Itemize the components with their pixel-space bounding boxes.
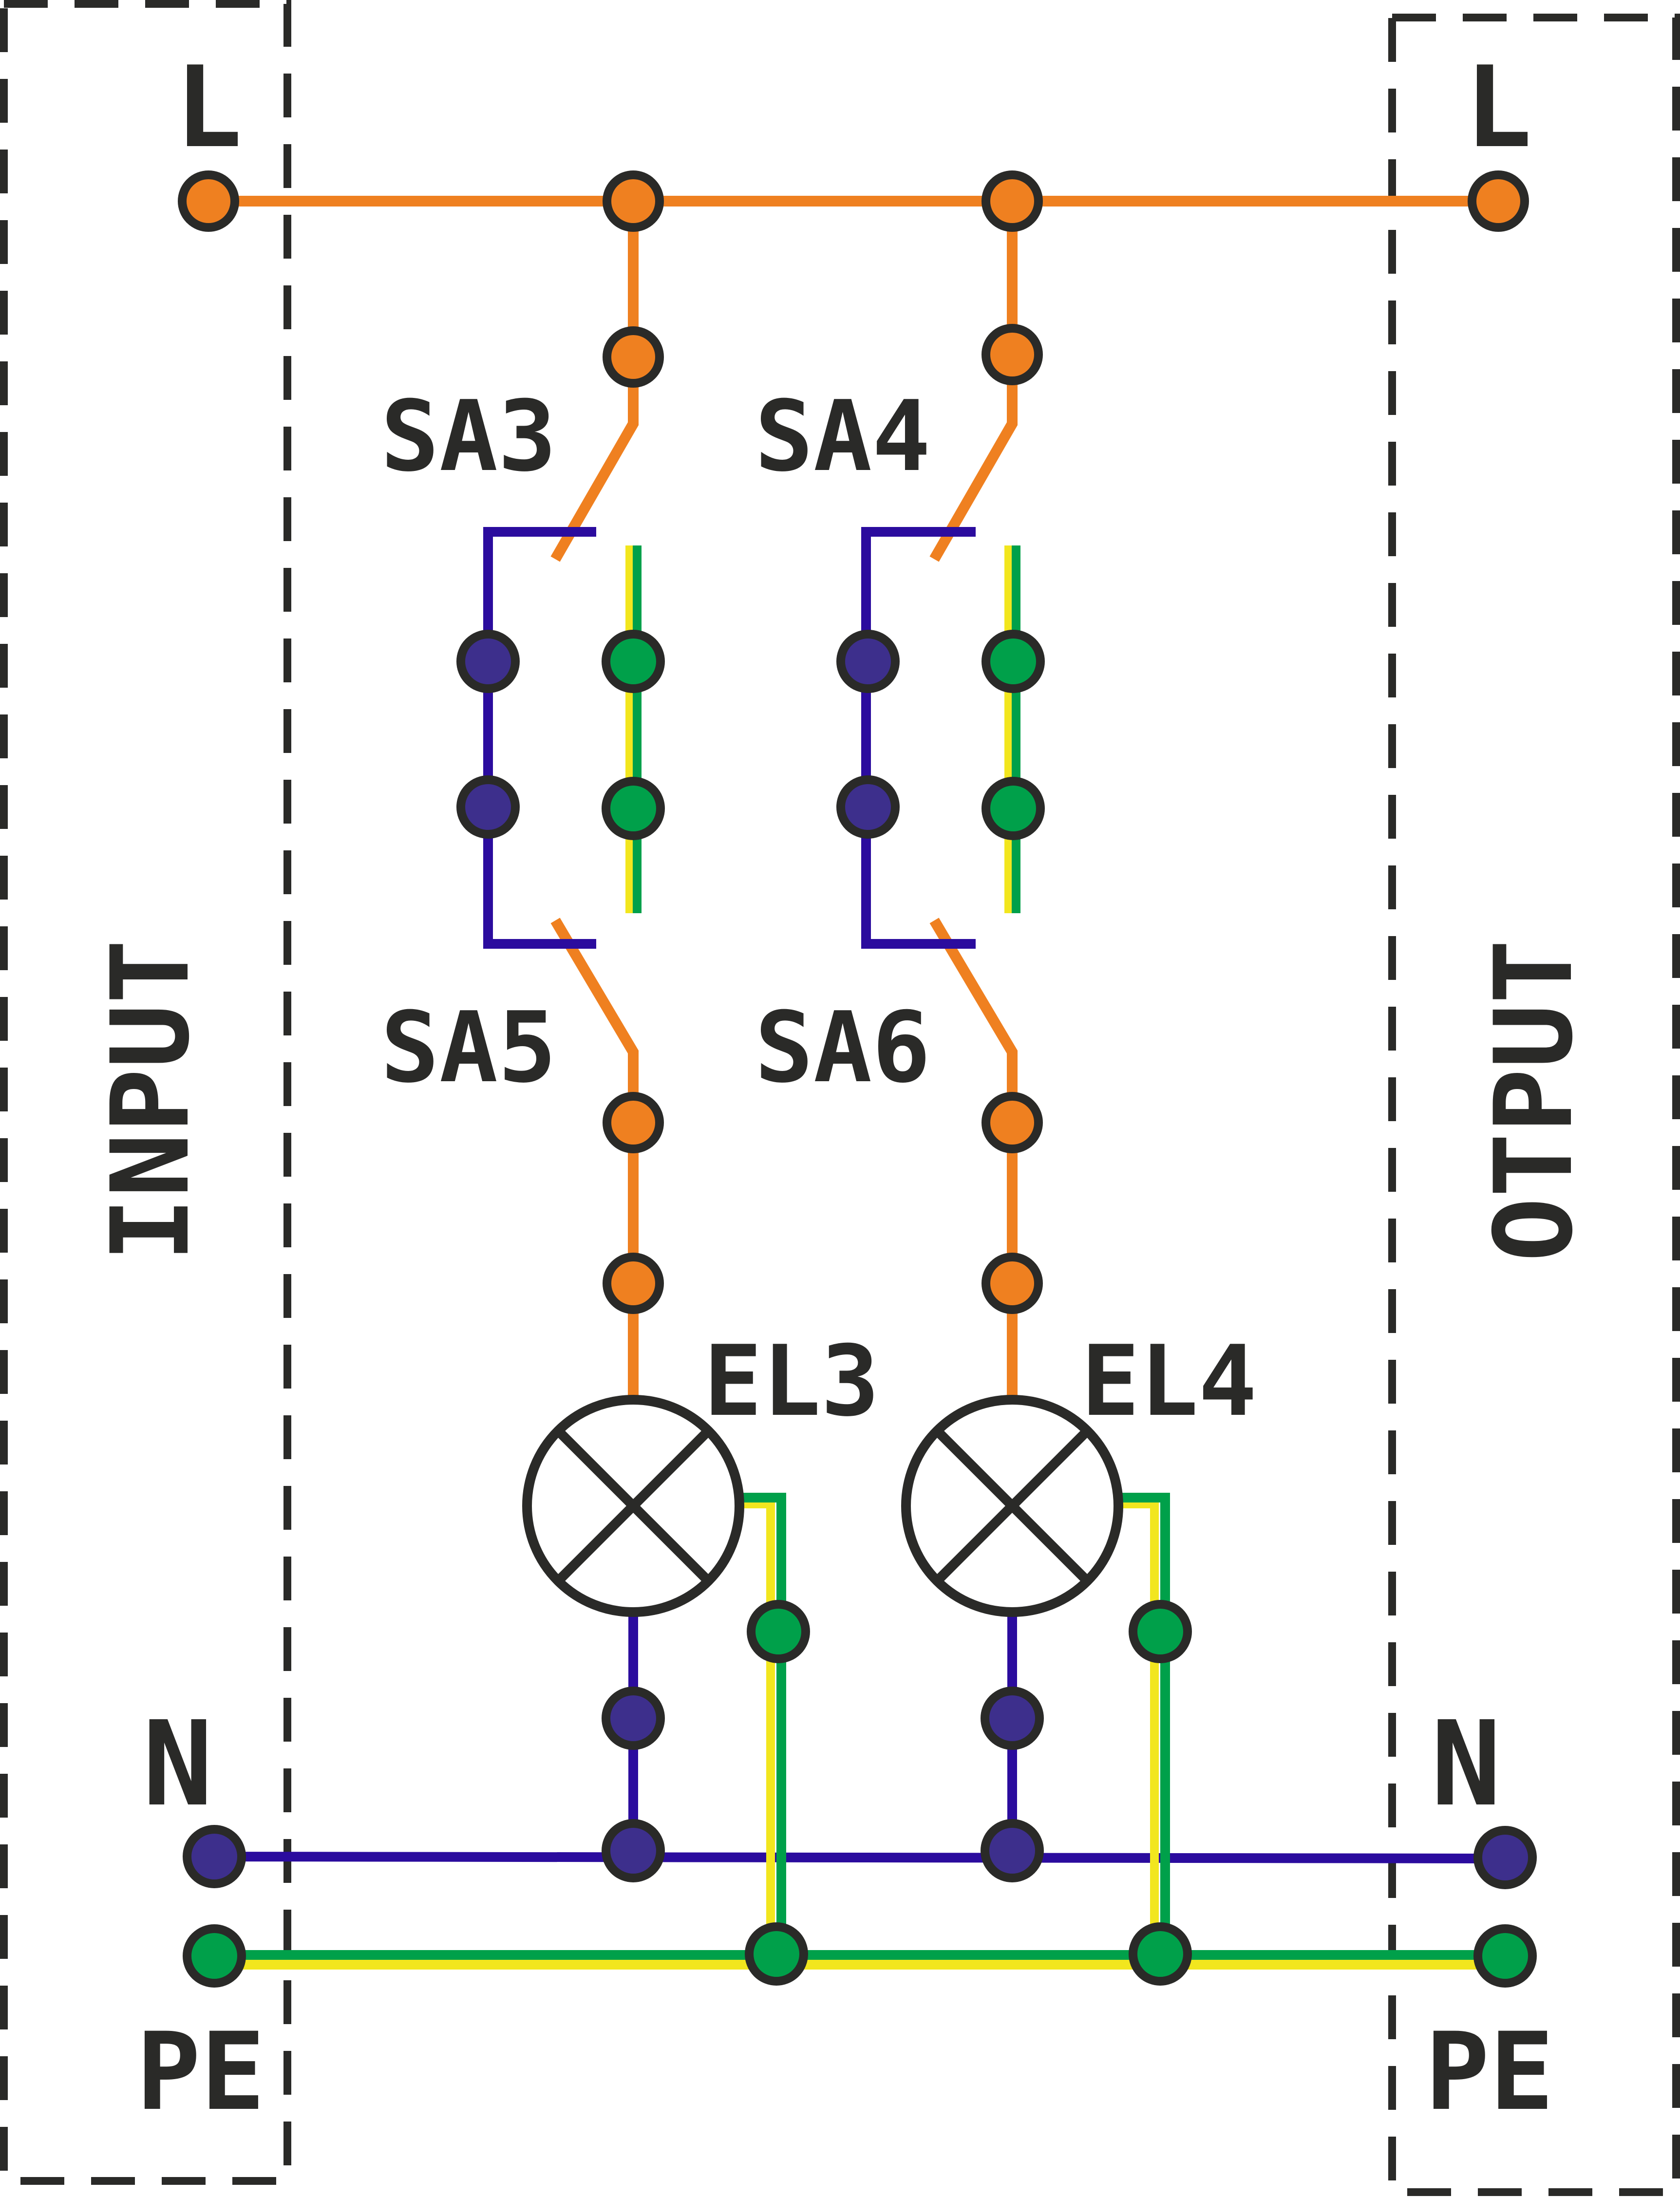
terminal-pe-output — [1473, 1924, 1537, 1988]
lamp-el4 — [901, 1395, 1123, 1617]
terminal-node — [982, 170, 1043, 232]
lamp-el3 — [522, 1395, 744, 1617]
label-output: OTPUT — [1472, 939, 1596, 1262]
terminal-node — [836, 775, 900, 839]
terminal-n-output — [1473, 1826, 1537, 1889]
terminal-node — [745, 1922, 808, 1986]
terminal-node — [603, 1092, 664, 1153]
label-n-output: N — [1431, 1696, 1502, 1832]
terminal-node — [603, 326, 664, 388]
terminal-node — [981, 1819, 1044, 1882]
label-sa3: SA3 — [380, 380, 556, 493]
label-l-input: L — [175, 43, 242, 173]
label-el4: EL4 — [1081, 1325, 1257, 1438]
pe-terminals — [183, 630, 1537, 1988]
neutral-terminals — [183, 630, 1537, 1889]
label-pe-output: PE — [1425, 2009, 1554, 2134]
terminal-node — [1129, 1600, 1192, 1663]
label-sa5: SA5 — [380, 991, 556, 1105]
terminal-node — [982, 777, 1045, 840]
terminal-node — [836, 630, 900, 693]
label-input: INPUT — [88, 939, 213, 1262]
terminal-pe-input — [183, 1924, 246, 1988]
terminal-node — [602, 777, 665, 840]
terminal-node — [603, 1253, 664, 1314]
terminal-node — [1129, 1922, 1192, 1986]
label-el3: EL3 — [703, 1325, 879, 1438]
label-pe-input: PE — [136, 2009, 265, 2134]
terminal-node — [982, 1092, 1043, 1153]
terminal-node — [747, 1600, 810, 1663]
terminal-node — [602, 1687, 665, 1750]
terminal-node — [981, 1687, 1044, 1750]
terminal-node — [603, 170, 664, 232]
terminal-node — [982, 630, 1045, 693]
terminal-l-output — [1468, 170, 1529, 232]
terminal-n-input — [183, 1825, 246, 1888]
label-sa4: SA4 — [755, 380, 930, 493]
line-wiring — [208, 196, 1498, 1403]
neutral-wiring — [214, 527, 1506, 1863]
terminal-node — [602, 630, 665, 693]
terminal-node — [456, 630, 520, 693]
pe-wiring — [214, 545, 1505, 1970]
input-box — [0, 0, 291, 2185]
label-l-output: L — [1465, 43, 1532, 173]
terminal-node — [456, 775, 520, 839]
terminal-node — [602, 1819, 665, 1882]
label-n-input: N — [143, 1696, 213, 1832]
label-sa6: SA6 — [755, 991, 930, 1105]
terminal-node — [982, 1253, 1043, 1314]
line-terminals — [178, 170, 1529, 1314]
terminal-l-input — [178, 170, 239, 232]
terminal-node — [982, 324, 1043, 385]
output-box — [1388, 14, 1680, 2196]
